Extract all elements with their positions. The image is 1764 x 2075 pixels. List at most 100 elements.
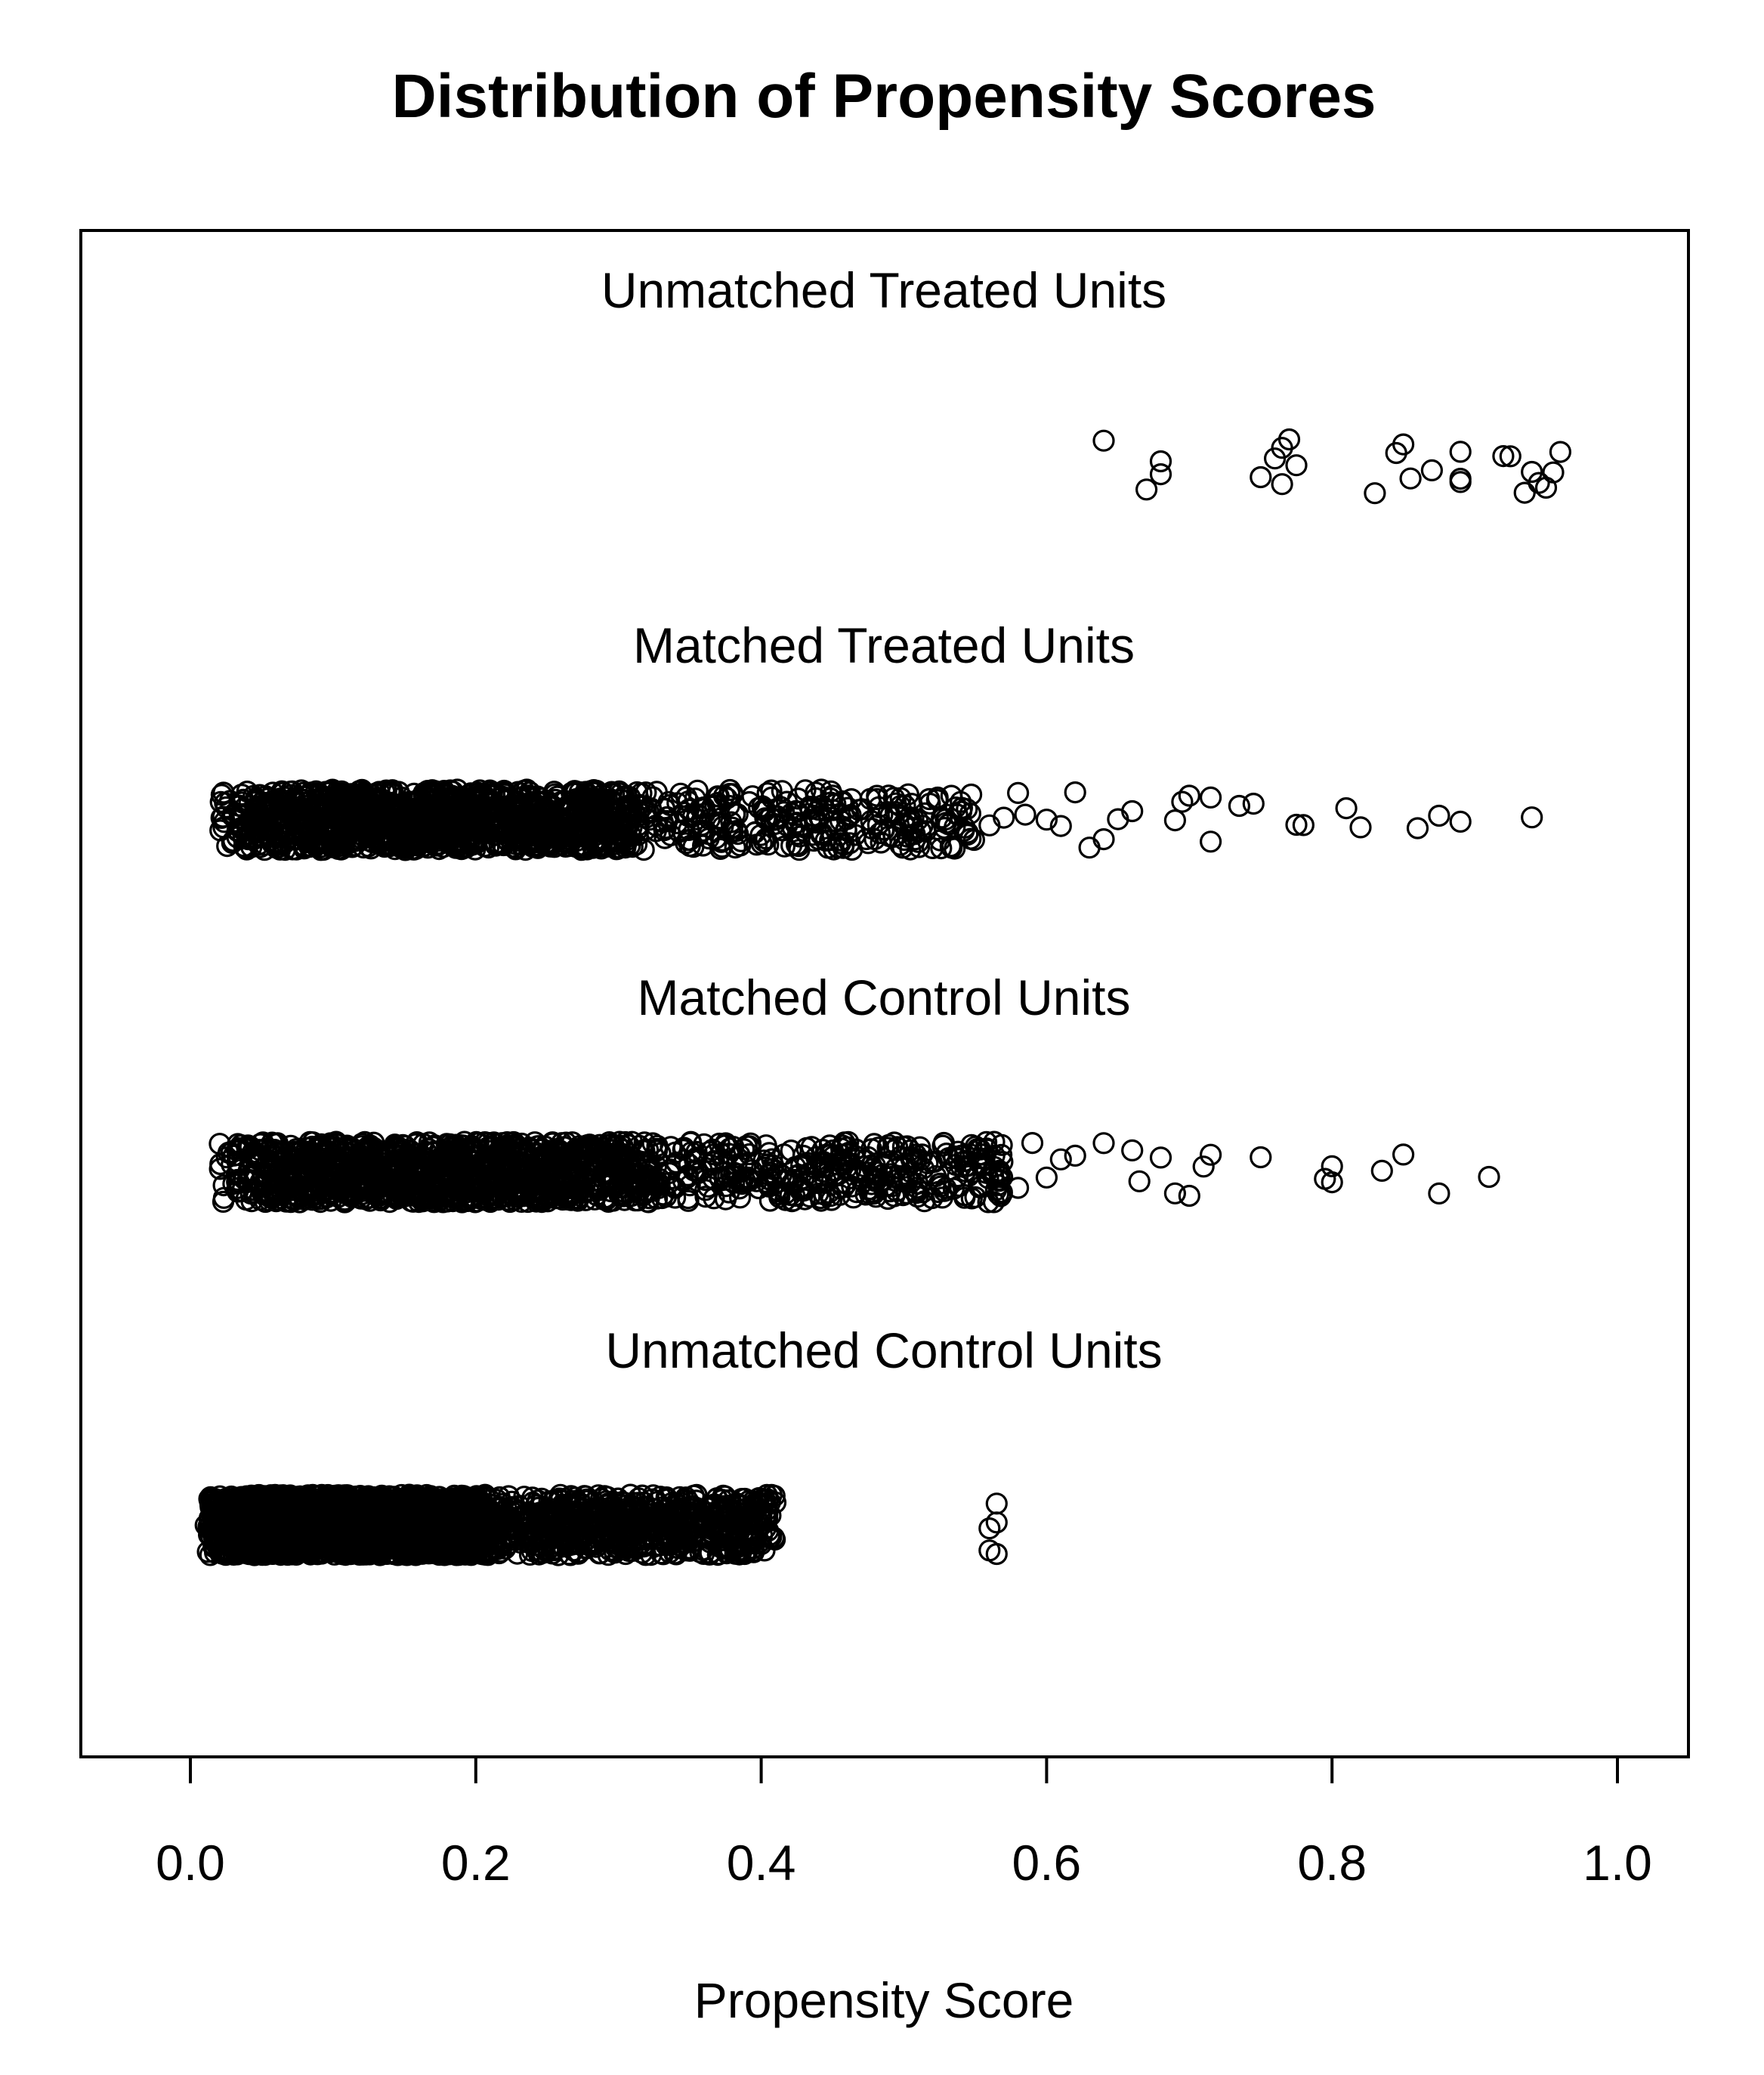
data-point-matched-treated-units xyxy=(788,839,811,861)
data-point-matched-treated-units xyxy=(481,796,505,819)
data-point-matched-control-units xyxy=(1370,1159,1393,1183)
data-point-matched-treated-units xyxy=(600,781,623,803)
group-label-matched-treated: Matched Treated Units xyxy=(633,617,1135,673)
data-point-matched-control-units xyxy=(1035,1166,1058,1189)
data-point-matched-treated-units xyxy=(786,823,809,846)
data-point-unmatched-treated-units xyxy=(1449,441,1472,463)
data-point-unmatched-treated-units xyxy=(1492,444,1515,468)
data-point-matched-treated-units xyxy=(1035,809,1058,831)
data-point-matched-treated-units xyxy=(468,796,491,819)
data-point-matched-control-units xyxy=(861,1180,884,1203)
data-point-matched-treated-units xyxy=(863,827,886,851)
data-point-matched-treated-units xyxy=(755,809,779,831)
data-point-unmatched-treated-units xyxy=(1364,482,1386,505)
data-point-matched-treated-units xyxy=(258,791,281,814)
data-point-matched-treated-units xyxy=(407,810,430,833)
data-point-matched-treated-units xyxy=(744,821,767,843)
data-point-matched-treated-units xyxy=(956,798,978,821)
data-point-matched-treated-units xyxy=(428,826,452,849)
data-point-matched-treated-units xyxy=(1349,816,1372,839)
data-point-matched-treated-units xyxy=(771,780,793,802)
data-point-matched-treated-units xyxy=(822,838,845,861)
data-point-unmatched-treated-units xyxy=(1149,462,1172,486)
data-point-matched-treated-units xyxy=(1064,781,1086,804)
data-point-matched-treated-units xyxy=(632,838,655,861)
data-point-matched-control-units xyxy=(739,1132,762,1155)
data-point-matched-treated-units xyxy=(376,809,400,833)
data-point-unmatched-treated-units xyxy=(1271,473,1293,496)
data-point-matched-treated-units xyxy=(539,811,562,834)
data-point-matched-treated-units xyxy=(682,836,705,858)
data-point-matched-treated-units xyxy=(249,836,272,858)
data-point-matched-treated-units xyxy=(1335,796,1358,820)
data-point-matched-control-units xyxy=(1250,1146,1272,1169)
data-point-matched-treated-units xyxy=(304,832,327,855)
data-point-matched-treated-units xyxy=(1121,799,1144,823)
data-point-matched-treated-units xyxy=(701,795,724,818)
data-point-unmatched-treated-units xyxy=(1271,437,1293,459)
data-point-matched-treated-units xyxy=(416,781,440,803)
data-point-matched-control-units xyxy=(867,1136,890,1159)
data-point-matched-control-units xyxy=(1128,1170,1151,1192)
data-point-matched-treated-units xyxy=(805,781,827,804)
data-point-matched-treated-units xyxy=(529,787,552,810)
data-point-matched-treated-units xyxy=(784,812,807,835)
data-point-matched-treated-units xyxy=(536,834,559,857)
data-point-matched-treated-units xyxy=(718,794,740,818)
data-point-matched-control-units xyxy=(1121,1139,1144,1162)
data-point-matched-treated-units xyxy=(1292,814,1315,836)
data-point-matched-treated-units xyxy=(221,831,243,855)
data-point-unmatched-treated-units xyxy=(1135,478,1158,501)
data-point-matched-treated-units xyxy=(612,823,635,846)
data-point-matched-treated-units xyxy=(1285,813,1308,836)
data-point-matched-treated-units xyxy=(518,786,542,809)
data-point-matched-treated-units xyxy=(508,812,530,834)
data-point-matched-treated-units xyxy=(689,821,712,844)
data-point-matched-control-units xyxy=(215,1146,238,1169)
data-point-unmatched-treated-units xyxy=(1542,461,1565,484)
data-point-matched-control-units xyxy=(864,1186,888,1208)
data-point-matched-treated-units xyxy=(1092,827,1115,851)
data-point-matched-treated-units xyxy=(442,790,465,814)
data-point-matched-treated-units xyxy=(462,823,484,846)
data-point-matched-treated-units xyxy=(606,809,629,833)
data-point-matched-control-units xyxy=(756,1153,779,1176)
data-point-matched-treated-units xyxy=(391,832,414,855)
data-point-matched-treated-units xyxy=(617,796,640,820)
data-point-matched-control-units xyxy=(1149,1146,1172,1169)
data-point-matched-control-units xyxy=(1049,1148,1072,1170)
data-point-matched-treated-units xyxy=(321,778,344,801)
data-point-unmatched-treated-units xyxy=(1513,481,1536,504)
group-label-unmatched-control: Unmatched Control Units xyxy=(605,1322,1162,1378)
data-point-matched-treated-units xyxy=(773,835,796,858)
data-point-matched-treated-units xyxy=(904,823,926,846)
data-point-matched-treated-units xyxy=(851,798,873,821)
data-point-unmatched-treated-units xyxy=(1499,445,1521,468)
data-point-matched-treated-units xyxy=(584,833,607,856)
data-point-matched-treated-units xyxy=(1049,815,1072,837)
data-point-matched-treated-units xyxy=(1171,790,1194,813)
data-point-matched-treated-units xyxy=(930,836,953,860)
data-point-matched-treated-units xyxy=(867,796,891,818)
data-point-matched-control-units xyxy=(1178,1184,1200,1208)
data-point-matched-treated-units xyxy=(668,821,690,843)
data-point-unmatched-treated-units xyxy=(1285,454,1308,477)
data-point-matched-treated-units xyxy=(1199,830,1222,853)
data-point-matched-treated-units xyxy=(350,790,372,812)
chart-title: Distribution of Propensity Scores xyxy=(391,62,1376,131)
data-point-matched-treated-units xyxy=(568,791,592,814)
data-point-matched-treated-units xyxy=(236,838,258,861)
data-point-matched-treated-units xyxy=(889,787,912,809)
data-point-matched-control-units xyxy=(677,1189,700,1212)
data-point-matched-treated-units xyxy=(1242,792,1265,815)
data-point-matched-treated-units xyxy=(693,796,715,819)
data-point-matched-treated-units xyxy=(423,815,446,837)
data-point-matched-control-units xyxy=(1021,1131,1044,1155)
data-point-matched-treated-units xyxy=(1521,806,1543,829)
data-point-matched-treated-units xyxy=(756,781,779,805)
data-point-matched-treated-units xyxy=(1449,810,1472,833)
data-point-matched-treated-units xyxy=(867,813,889,836)
data-point-matched-treated-units xyxy=(720,811,743,833)
data-point-matched-treated-units xyxy=(327,837,350,861)
